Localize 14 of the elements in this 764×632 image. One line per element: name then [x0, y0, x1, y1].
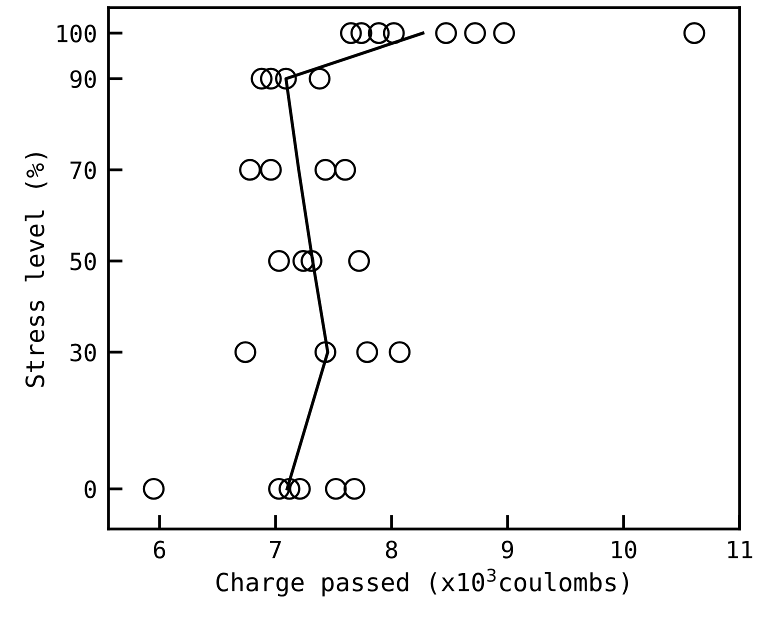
y-tick-label: 90 — [70, 70, 96, 88]
x-tick-label: 8 — [386, 540, 398, 558]
y-tick-label: 70 — [70, 161, 96, 180]
y-tick-label: 0 — [84, 480, 96, 498]
x-tick-label: 10 — [612, 540, 636, 558]
y-tick-label: 50 — [70, 252, 96, 270]
y-tick-label: 100 — [58, 24, 96, 42]
x-tick-label: 6 — [154, 540, 166, 558]
x-axis-title: Charge passed (x10$^{3}$coulombs) — [216, 568, 628, 597]
x-tick-label: 7 — [270, 540, 281, 558]
y-axis-title: Stress level (%) — [24, 153, 48, 387]
y-tick-label: 30 — [70, 344, 96, 362]
x-tick-label: 9 — [502, 540, 514, 558]
x-tick-label: 11 — [728, 540, 752, 558]
